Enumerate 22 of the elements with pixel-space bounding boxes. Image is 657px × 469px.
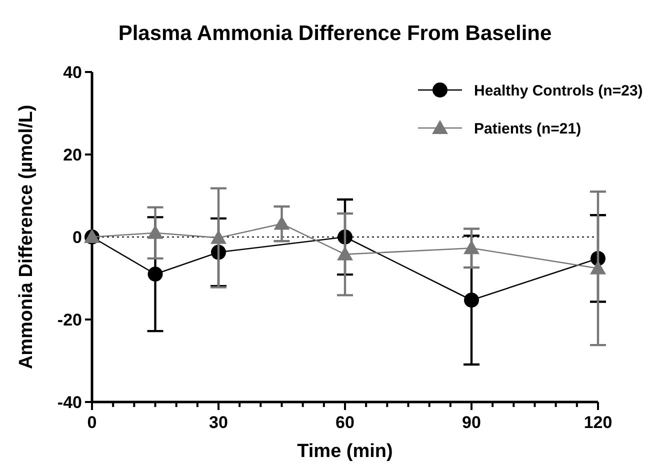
point <box>148 266 163 282</box>
x-tick-label: 60 <box>336 413 354 432</box>
x-tick-label: 90 <box>462 413 481 432</box>
y-tick-label: -20 <box>57 310 82 330</box>
y-tick-label: 20 <box>63 145 82 164</box>
y-tick-label: 40 <box>63 62 82 82</box>
y-axis-title: Ammonia Difference (µmol/L) <box>16 104 37 370</box>
point <box>274 216 290 230</box>
point <box>464 292 479 308</box>
legend-label: Patients (n=21) <box>474 120 582 138</box>
legend-label: Healthy Controls (n=23) <box>474 82 643 100</box>
x-axis-title: Time (min) <box>297 441 393 462</box>
y-tick-label: 0 <box>72 228 82 247</box>
point <box>590 260 606 274</box>
x-tick-label: 0 <box>87 413 97 432</box>
chart-title: Plasma Ammonia Difference From Baseline <box>118 22 552 45</box>
point <box>337 246 353 260</box>
x-tick-label: 120 <box>584 413 612 432</box>
point <box>464 240 480 254</box>
y-tick-label: -40 <box>57 392 82 412</box>
x-tick-label: 30 <box>209 413 228 432</box>
point <box>147 224 164 239</box>
